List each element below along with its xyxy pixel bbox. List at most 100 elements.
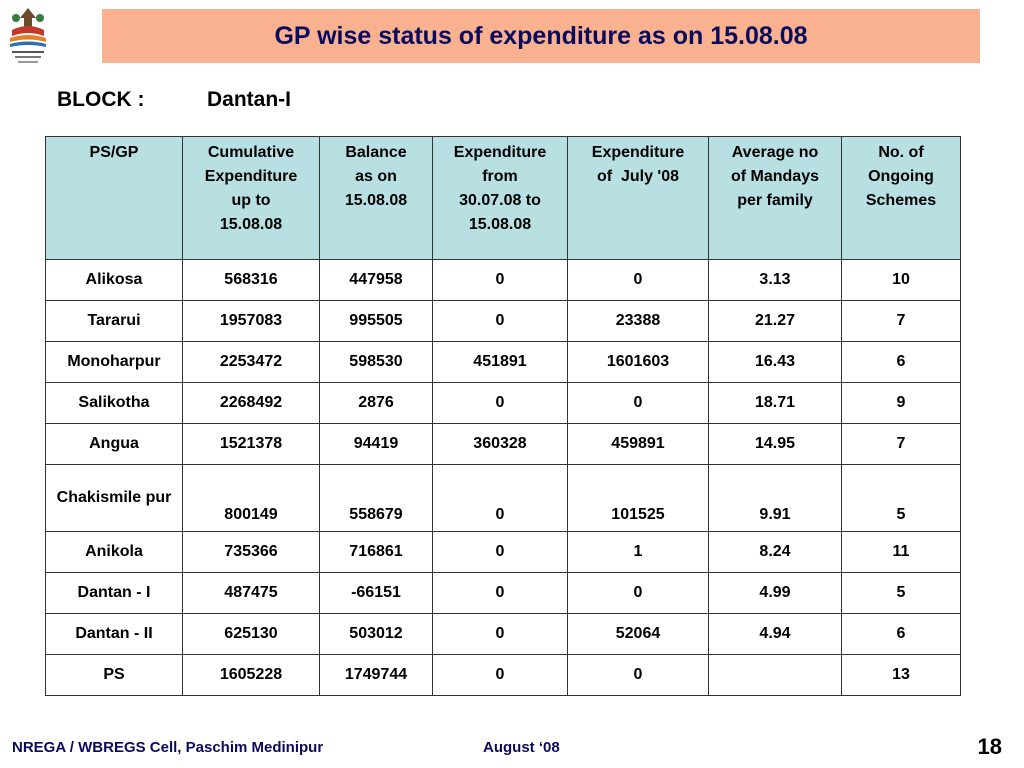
table-cell: 0: [432, 300, 568, 342]
expenditure-table: PS/GP Cumulative Expenditure up to 15.08…: [45, 136, 961, 696]
title-banner: GP wise status of expenditure as on 15.0…: [102, 9, 980, 63]
table-cell: 1521378: [182, 423, 320, 465]
table-cell: 2268492: [182, 382, 320, 424]
table-cell: 2876: [319, 382, 433, 424]
table-cell: 2253472: [182, 341, 320, 383]
table-row: Dantan - I 487475 -66151 0 0 4.99 5: [45, 572, 961, 614]
table-cell: 52064: [567, 613, 709, 655]
table-cell: 8.24: [708, 531, 842, 573]
table-cell: 1601603: [567, 341, 709, 383]
table-cell: 94419: [319, 423, 433, 465]
table-cell: Dantan - II: [45, 613, 183, 655]
header-line: per family: [737, 192, 813, 209]
header-line: Cumulative: [207, 144, 295, 161]
col-header-expenditure-july: Expenditure of July '08: [567, 136, 709, 260]
table-cell: Dantan - I: [45, 572, 183, 614]
table-cell: 800149: [182, 464, 320, 532]
header-line: Average no: [731, 144, 819, 161]
table-cell: 568316: [182, 259, 320, 301]
table-cell: 9: [841, 382, 961, 424]
table-cell: 0: [432, 259, 568, 301]
table-cell: 3.13: [708, 259, 842, 301]
page-number: 18: [977, 734, 1002, 759]
table-cell: 10: [841, 259, 961, 301]
table-cell: 459891: [567, 423, 709, 465]
table-row: Chakismile pur 800149 558679 0 101525 9.…: [45, 464, 961, 532]
table-cell: 6: [841, 341, 961, 383]
table-row: Alikosa 568316 447958 0 0 3.13 10: [45, 259, 961, 301]
table-cell: 5: [841, 464, 961, 532]
table-cell: 625130: [182, 613, 320, 655]
table-cell: Alikosa: [45, 259, 183, 301]
table-cell: 0: [432, 464, 568, 532]
table-row: Anikola 735366 716861 0 1 8.24 11: [45, 531, 961, 573]
col-header-average-mandays: Average no of Mandays per family: [708, 136, 842, 260]
table-cell: 1749744: [319, 654, 433, 696]
table-cell: 360328: [432, 423, 568, 465]
header-line: Expenditure: [591, 144, 685, 161]
header-line: as on: [355, 168, 397, 185]
header-line: Balance: [345, 144, 407, 161]
col-header-ongoing-schemes: No. of Ongoing Schemes: [841, 136, 961, 260]
header-line: No. of: [878, 144, 924, 161]
table-cell: [708, 654, 842, 696]
table-cell: 21.27: [708, 300, 842, 342]
table-cell: 18.71: [708, 382, 842, 424]
table-cell: 0: [567, 382, 709, 424]
table-cell: 558679: [319, 464, 433, 532]
table-cell: Chakismile pur: [45, 464, 183, 532]
table-cell: Monoharpur: [45, 341, 183, 383]
header-line: Ongoing: [868, 168, 934, 185]
table-cell: 0: [567, 259, 709, 301]
table-cell: 7: [841, 423, 961, 465]
table-cell: 23388: [567, 300, 709, 342]
col-header-ps-gp: PS/GP: [45, 136, 183, 260]
table-cell: 5: [841, 572, 961, 614]
footer-date: August ‘08: [483, 739, 560, 756]
block-info: BLOCK : Dantan-I: [57, 88, 291, 112]
table-row: Salikotha 2268492 2876 0 0 18.71 9: [45, 382, 961, 424]
table-cell: PS: [45, 654, 183, 696]
table-cell: 14.95: [708, 423, 842, 465]
header-line: 15.08.08: [344, 192, 408, 209]
table-cell: 0: [432, 531, 568, 573]
table-cell: 598530: [319, 341, 433, 383]
table-row: Tararui 1957083 995505 0 23388 21.27 7: [45, 300, 961, 342]
footer-organization: NREGA / WBREGS Cell, Paschim Medinipur: [12, 739, 324, 756]
table-cell: 995505: [319, 300, 433, 342]
header-line: 30.07.08 to: [459, 192, 541, 209]
block-label: BLOCK :: [57, 88, 145, 111]
table-cell: 0: [432, 382, 568, 424]
table-cell: 0: [432, 572, 568, 614]
col-header-expenditure-period: Expenditure from 30.07.08 to 15.08.08: [432, 136, 568, 260]
header-line: Schemes: [865, 192, 937, 209]
header-row: PS/GP Cumulative Expenditure up to 15.08…: [45, 136, 961, 260]
col-header-balance: Balance as on 15.08.08: [319, 136, 433, 260]
nrega-logo-icon: [4, 4, 52, 66]
header-line: of July '08: [596, 168, 680, 185]
table-row: Dantan - II 625130 503012 0 52064 4.94 6: [45, 613, 961, 655]
page-title: GP wise status of expenditure as on 15.0…: [274, 21, 808, 50]
table-cell: 16.43: [708, 341, 842, 383]
block-value: Dantan-I: [207, 88, 291, 111]
header-line: 15.08.08: [468, 216, 532, 233]
header-line: 15.08.08: [219, 216, 283, 233]
table-cell: 503012: [319, 613, 433, 655]
table-cell: 11: [841, 531, 961, 573]
header-line: Expenditure: [204, 168, 298, 185]
table-cell: 0: [432, 654, 568, 696]
table-cell: 0: [567, 654, 709, 696]
header-line: up to: [231, 192, 271, 209]
header-line: of Mandays: [730, 168, 819, 185]
table-cell: 1605228: [182, 654, 320, 696]
header-line: from: [482, 168, 518, 185]
table-cell: 4.99: [708, 572, 842, 614]
table-cell: 716861: [319, 531, 433, 573]
table-cell: 9.91: [708, 464, 842, 532]
table-row: PS 1605228 1749744 0 0 13: [45, 654, 961, 696]
table-row: Angua 1521378 94419 360328 459891 14.95 …: [45, 423, 961, 465]
table-cell: 0: [432, 613, 568, 655]
table-cell: 6: [841, 613, 961, 655]
table-cell: 1957083: [182, 300, 320, 342]
table-cell: Salikotha: [45, 382, 183, 424]
